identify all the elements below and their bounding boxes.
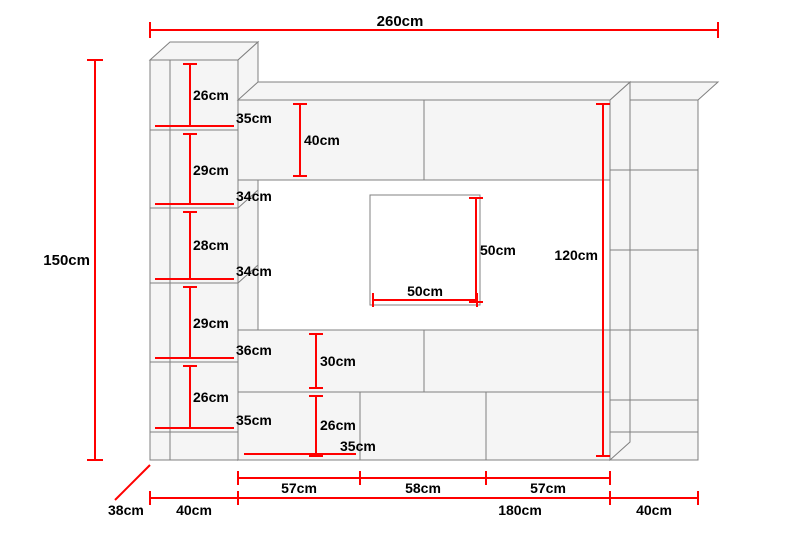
dim-width-total: 260cm <box>377 13 424 30</box>
dim-w40r: 40cm <box>636 502 672 518</box>
dim-tv-w: 50cm <box>407 283 443 299</box>
lt-d5: 35cm <box>236 412 272 428</box>
lt-h2: 29cm <box>193 162 229 178</box>
dim-w180: 180cm <box>498 502 542 518</box>
dim-open-h: 30cm <box>320 353 356 369</box>
lt-h5: 26cm <box>193 389 229 405</box>
dim-height-total: 150cm <box>43 252 90 269</box>
dim-depth: 38cm <box>108 502 144 518</box>
lt-h1: 26cm <box>193 87 229 103</box>
lt-d3: 34cm <box>236 263 272 279</box>
dim-w40l: 40cm <box>176 502 212 518</box>
furniture-dimension-diagram: 260cm 150cm 38cm 26cm 35cm 29cm 34cm 28c… <box>0 0 800 533</box>
dim-drawer-d: 35cm <box>340 438 376 454</box>
dim-right-h: 120cm <box>554 247 598 263</box>
dim-s58: 58cm <box>405 480 441 496</box>
lt-d1: 35cm <box>236 110 272 126</box>
dim-s57b: 57cm <box>530 480 566 496</box>
lt-d2: 34cm <box>236 188 272 204</box>
dim-tv-h: 50cm <box>480 242 516 258</box>
dim-drawer-h: 26cm <box>320 417 356 433</box>
lt-h4: 29cm <box>193 315 229 331</box>
lt-h3: 28cm <box>193 237 229 253</box>
dim-upper-h: 40cm <box>304 132 340 148</box>
dim-s57a: 57cm <box>281 480 317 496</box>
furniture-outline <box>150 42 718 460</box>
lt-d4: 36cm <box>236 342 272 358</box>
